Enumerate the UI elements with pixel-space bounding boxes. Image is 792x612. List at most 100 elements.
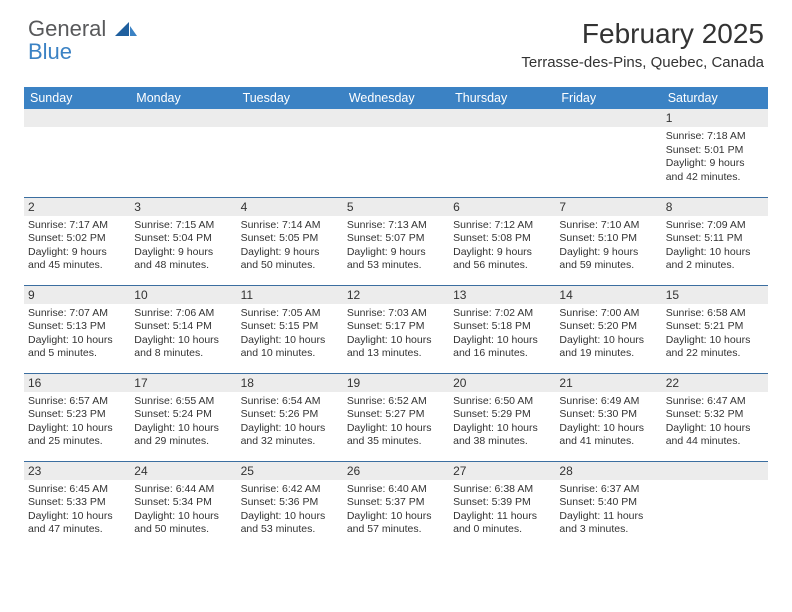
calendar-day-cell: 3Sunrise: 7:15 AMSunset: 5:04 PMDaylight… — [130, 197, 236, 285]
day-number: 6 — [449, 198, 555, 216]
calendar-week-row: 2Sunrise: 7:17 AMSunset: 5:02 PMDaylight… — [24, 197, 768, 285]
day-details: Sunrise: 6:50 AMSunset: 5:29 PMDaylight:… — [449, 392, 555, 452]
day-details: Sunrise: 7:14 AMSunset: 5:05 PMDaylight:… — [237, 216, 343, 276]
day-number — [662, 462, 768, 480]
calendar-week-row: 16Sunrise: 6:57 AMSunset: 5:23 PMDayligh… — [24, 373, 768, 461]
day-number — [24, 109, 130, 127]
day-details: Sunrise: 6:45 AMSunset: 5:33 PMDaylight:… — [24, 480, 130, 540]
calendar-day-cell — [343, 109, 449, 197]
page-title: February 2025 — [521, 18, 764, 50]
calendar-day-cell: 4Sunrise: 7:14 AMSunset: 5:05 PMDaylight… — [237, 197, 343, 285]
day-number: 16 — [24, 374, 130, 392]
calendar-day-cell: 23Sunrise: 6:45 AMSunset: 5:33 PMDayligh… — [24, 461, 130, 549]
day-number — [237, 109, 343, 127]
day-number: 9 — [24, 286, 130, 304]
day-number: 19 — [343, 374, 449, 392]
day-details: Sunrise: 6:42 AMSunset: 5:36 PMDaylight:… — [237, 480, 343, 540]
day-number: 28 — [555, 462, 661, 480]
weekday-header: Monday — [130, 87, 236, 109]
weekday-header: Friday — [555, 87, 661, 109]
calendar-week-row: 1Sunrise: 7:18 AMSunset: 5:01 PMDaylight… — [24, 109, 768, 197]
day-number: 12 — [343, 286, 449, 304]
day-number: 5 — [343, 198, 449, 216]
day-number — [343, 109, 449, 127]
day-details: Sunrise: 6:37 AMSunset: 5:40 PMDaylight:… — [555, 480, 661, 540]
calendar-day-cell: 12Sunrise: 7:03 AMSunset: 5:17 PMDayligh… — [343, 285, 449, 373]
day-details: Sunrise: 6:44 AMSunset: 5:34 PMDaylight:… — [130, 480, 236, 540]
day-details: Sunrise: 7:05 AMSunset: 5:15 PMDaylight:… — [237, 304, 343, 364]
calendar-day-cell: 15Sunrise: 6:58 AMSunset: 5:21 PMDayligh… — [662, 285, 768, 373]
day-number: 24 — [130, 462, 236, 480]
day-number: 7 — [555, 198, 661, 216]
calendar-day-cell: 5Sunrise: 7:13 AMSunset: 5:07 PMDaylight… — [343, 197, 449, 285]
day-number: 21 — [555, 374, 661, 392]
calendar-day-cell: 14Sunrise: 7:00 AMSunset: 5:20 PMDayligh… — [555, 285, 661, 373]
logo-word-2: Blue — [28, 39, 72, 64]
calendar-day-cell: 11Sunrise: 7:05 AMSunset: 5:15 PMDayligh… — [237, 285, 343, 373]
calendar-day-cell: 26Sunrise: 6:40 AMSunset: 5:37 PMDayligh… — [343, 461, 449, 549]
day-details: Sunrise: 7:12 AMSunset: 5:08 PMDaylight:… — [449, 216, 555, 276]
calendar-day-cell — [662, 461, 768, 549]
day-details: Sunrise: 7:10 AMSunset: 5:10 PMDaylight:… — [555, 216, 661, 276]
calendar-day-cell — [24, 109, 130, 197]
day-number: 27 — [449, 462, 555, 480]
calendar-day-cell — [237, 109, 343, 197]
day-number: 10 — [130, 286, 236, 304]
day-number: 1 — [662, 109, 768, 127]
calendar-day-cell: 25Sunrise: 6:42 AMSunset: 5:36 PMDayligh… — [237, 461, 343, 549]
day-number: 15 — [662, 286, 768, 304]
day-number: 22 — [662, 374, 768, 392]
day-details: Sunrise: 6:58 AMSunset: 5:21 PMDaylight:… — [662, 304, 768, 364]
calendar-day-cell: 17Sunrise: 6:55 AMSunset: 5:24 PMDayligh… — [130, 373, 236, 461]
calendar-day-cell — [555, 109, 661, 197]
calendar-day-cell: 27Sunrise: 6:38 AMSunset: 5:39 PMDayligh… — [449, 461, 555, 549]
logo-word-1: General — [28, 16, 106, 41]
day-details: Sunrise: 7:13 AMSunset: 5:07 PMDaylight:… — [343, 216, 449, 276]
day-details: Sunrise: 7:06 AMSunset: 5:14 PMDaylight:… — [130, 304, 236, 364]
calendar-day-cell: 24Sunrise: 6:44 AMSunset: 5:34 PMDayligh… — [130, 461, 236, 549]
weekday-header: Thursday — [449, 87, 555, 109]
day-details: Sunrise: 6:54 AMSunset: 5:26 PMDaylight:… — [237, 392, 343, 452]
calendar-day-cell: 21Sunrise: 6:49 AMSunset: 5:30 PMDayligh… — [555, 373, 661, 461]
day-details: Sunrise: 7:02 AMSunset: 5:18 PMDaylight:… — [449, 304, 555, 364]
calendar-day-cell — [130, 109, 236, 197]
calendar-day-cell: 13Sunrise: 7:02 AMSunset: 5:18 PMDayligh… — [449, 285, 555, 373]
day-details: Sunrise: 7:18 AMSunset: 5:01 PMDaylight:… — [662, 127, 768, 187]
day-details: Sunrise: 7:03 AMSunset: 5:17 PMDaylight:… — [343, 304, 449, 364]
logo-text-block: General Blue — [28, 18, 137, 64]
weekday-header: Saturday — [662, 87, 768, 109]
calendar-day-cell: 28Sunrise: 6:37 AMSunset: 5:40 PMDayligh… — [555, 461, 661, 549]
day-number: 4 — [237, 198, 343, 216]
day-number: 26 — [343, 462, 449, 480]
calendar-day-cell: 22Sunrise: 6:47 AMSunset: 5:32 PMDayligh… — [662, 373, 768, 461]
day-number: 2 — [24, 198, 130, 216]
day-number: 14 — [555, 286, 661, 304]
day-number — [555, 109, 661, 127]
day-details: Sunrise: 6:49 AMSunset: 5:30 PMDaylight:… — [555, 392, 661, 452]
day-number: 23 — [24, 462, 130, 480]
day-details: Sunrise: 6:55 AMSunset: 5:24 PMDaylight:… — [130, 392, 236, 452]
calendar-day-cell: 2Sunrise: 7:17 AMSunset: 5:02 PMDaylight… — [24, 197, 130, 285]
weekday-header: Sunday — [24, 87, 130, 109]
day-number: 11 — [237, 286, 343, 304]
title-block: February 2025 Terrasse-des-Pins, Quebec,… — [521, 18, 764, 71]
day-details: Sunrise: 7:00 AMSunset: 5:20 PMDaylight:… — [555, 304, 661, 364]
calendar-day-cell: 7Sunrise: 7:10 AMSunset: 5:10 PMDaylight… — [555, 197, 661, 285]
day-details: Sunrise: 6:40 AMSunset: 5:37 PMDaylight:… — [343, 480, 449, 540]
day-number — [449, 109, 555, 127]
header: General Blue February 2025 Terrasse-des-… — [0, 0, 792, 79]
day-details: Sunrise: 7:07 AMSunset: 5:13 PMDaylight:… — [24, 304, 130, 364]
day-number — [130, 109, 236, 127]
day-details: Sunrise: 6:52 AMSunset: 5:27 PMDaylight:… — [343, 392, 449, 452]
calendar-day-cell: 6Sunrise: 7:12 AMSunset: 5:08 PMDaylight… — [449, 197, 555, 285]
day-details: Sunrise: 6:47 AMSunset: 5:32 PMDaylight:… — [662, 392, 768, 452]
location-text: Terrasse-des-Pins, Quebec, Canada — [521, 54, 764, 71]
day-number: 17 — [130, 374, 236, 392]
day-details: Sunrise: 6:57 AMSunset: 5:23 PMDaylight:… — [24, 392, 130, 452]
day-details: Sunrise: 7:17 AMSunset: 5:02 PMDaylight:… — [24, 216, 130, 276]
day-number: 13 — [449, 286, 555, 304]
calendar-week-row: 23Sunrise: 6:45 AMSunset: 5:33 PMDayligh… — [24, 461, 768, 549]
calendar-day-cell: 9Sunrise: 7:07 AMSunset: 5:13 PMDaylight… — [24, 285, 130, 373]
day-number: 18 — [237, 374, 343, 392]
calendar-day-cell: 18Sunrise: 6:54 AMSunset: 5:26 PMDayligh… — [237, 373, 343, 461]
